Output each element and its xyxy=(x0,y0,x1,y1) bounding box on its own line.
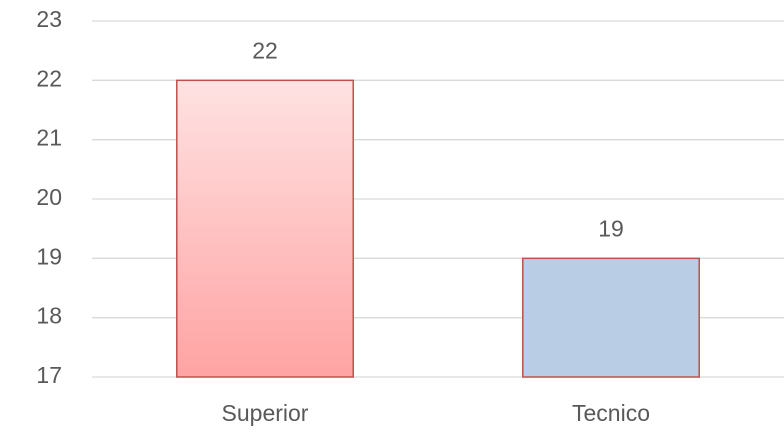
y-tick-label: 22 xyxy=(36,65,62,91)
y-tick-label: 19 xyxy=(36,243,62,269)
y-tick-label: 17 xyxy=(36,362,62,388)
y-tick-label: 18 xyxy=(36,303,62,329)
x-tick-label: Tecnico xyxy=(572,400,650,426)
y-tick-label: 23 xyxy=(36,6,62,32)
bar xyxy=(522,257,700,378)
bar xyxy=(176,79,354,378)
y-tick-label: 21 xyxy=(36,125,62,151)
data-label: 22 xyxy=(252,37,278,63)
x-tick-label: Superior xyxy=(222,400,309,426)
y-tick-label: 20 xyxy=(36,184,62,210)
data-label: 19 xyxy=(598,215,624,241)
